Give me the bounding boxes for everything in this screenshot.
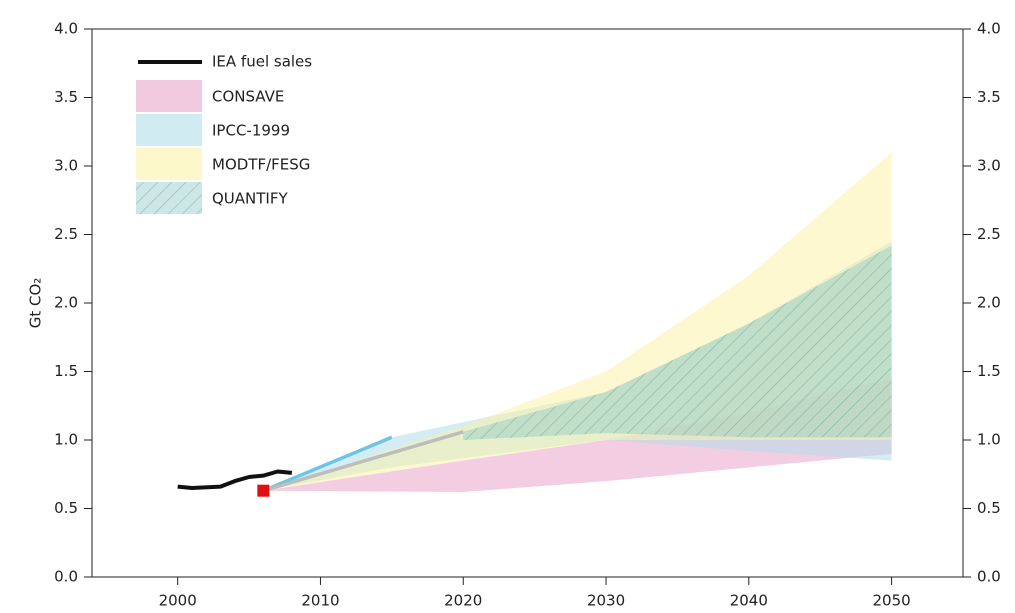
x-tick-label: 2020 [444,592,482,610]
x-tick-label: 2040 [730,592,768,610]
plot-area [177,152,892,497]
legend-swatch [136,182,202,214]
y-tick-label: 4.0 [54,20,78,38]
y-tick-label: 0.0 [54,568,78,586]
y-tick-label: 3.5 [54,88,78,106]
y2-tick-label: 1.0 [977,431,1001,449]
line [262,435,393,493]
x-tick-label: 2010 [301,592,339,610]
y2-tick-label: 0.0 [977,568,1001,586]
y-tick-label: 2.5 [54,225,78,243]
marker [257,484,270,497]
legend-swatch [136,148,202,180]
x-tick-label: 2030 [587,592,625,610]
band [463,245,892,440]
band [263,378,892,493]
y2-tick-label: 0.5 [977,499,1001,517]
legend-label: MODTF/FESG [212,156,310,174]
legend-label: QUANTIFY [212,190,288,208]
legend-label: IEA fuel sales [212,53,312,71]
y-axis-title: Gt CO₂ [27,278,45,329]
x-tick-label: 2050 [873,592,911,610]
y-tick-label: 3.0 [54,157,78,175]
y2-tick-label: 3.5 [977,88,1001,106]
legend-label: IPCC-1999 [212,122,290,140]
legend-swatch [136,114,202,146]
legend-swatch [136,80,202,112]
y2-tick-label: 2.0 [977,294,1001,312]
y-tick-label: 1.5 [54,362,78,380]
legend-label: CONSAVE [212,88,284,106]
y-tick-label: 1.0 [54,431,78,449]
y2-tick-label: 4.0 [977,20,1001,38]
y2-tick-label: 1.5 [977,362,1001,380]
line [262,430,464,493]
x-tick-label: 2000 [159,592,197,610]
line [177,469,293,490]
y2-tick-label: 3.0 [977,157,1001,175]
y2-tick-label: 2.5 [977,225,1001,243]
y-tick-label: 2.0 [54,294,78,312]
y-tick-label: 0.5 [54,499,78,517]
